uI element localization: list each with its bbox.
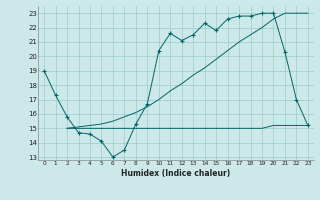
X-axis label: Humidex (Indice chaleur): Humidex (Indice chaleur) bbox=[121, 169, 231, 178]
